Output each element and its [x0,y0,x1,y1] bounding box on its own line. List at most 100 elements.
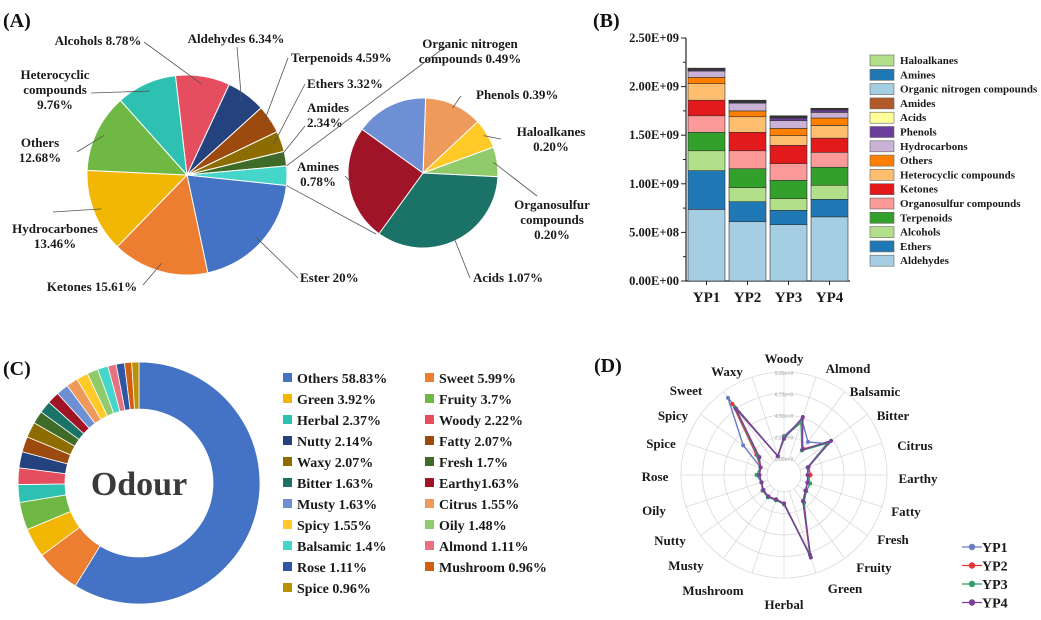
donut-legend-swatch-bitter [283,478,292,487]
leader-line-ketones [142,263,162,286]
donut-slice-others [74,361,261,605]
bar-segment-hydrocarbons-yp2 [728,102,767,112]
bar-segment-aldehydes-yp4 [810,216,849,282]
radar-point-yp4 [757,473,762,477]
panel-c-label: (C) [3,358,31,380]
pie-a2-label-phenols: Phenols 0.39% [476,87,558,102]
radar-spoke [685,479,768,508]
pie-a-label-terpenoids: Terpenoids 4.59% [291,50,392,65]
donut-legend-swatch-spicy [283,520,292,529]
leader-line-ethers [273,83,306,145]
legend-label-acids: Acids [900,112,927,124]
radar-axis-label-rose: Rose [642,469,669,484]
radar-point-yp4 [805,473,810,477]
legend-label-alcohols: Alcohols [900,227,941,239]
pie-a-label-hydrocarbones-line: Hydrocarbones [12,221,98,236]
pie-a-slice-other-expanded [186,165,288,187]
legend-swatch-heterocyclic-compounds [869,169,895,181]
bar-segment-hydrocarbons-yp3 [769,120,808,129]
radar-spoke [723,488,775,559]
donut-legend-swatch-waxy [283,457,292,466]
radar-legend-marker-yp3 [968,580,976,588]
radar-point-yp4 [808,555,813,560]
legend-label-amides: Amides [900,98,936,110]
legend-label-heterocyclic-compounds: Heterocyclic compounds [900,169,1016,181]
panel-d-radar: Woody Almond Balsamic Bitter Citrus Earthy Fat… [642,351,1008,612]
bar-segment-ethers-yp2 [728,201,767,223]
leader-line-acids [453,237,471,279]
radar-point-yp4 [775,454,780,459]
bar-segment-ketones-yp2 [728,131,767,152]
donut-legend-label-mushroom: Mushroom 0.96% [439,561,547,576]
radar-point-yp4 [828,438,833,443]
y-tick-label: 2.00E+09 [629,80,679,94]
donut-legend-swatch-fresh [425,457,434,466]
radar-point-yp1 [741,443,746,448]
bar-segment-alcohols-yp4 [810,184,849,200]
y-tick-label: 1.50E+09 [629,128,679,142]
radar-point-yp4 [800,415,805,420]
bar-segment-haloalkanes-yp4 [810,107,849,110]
bar-segment-heterocyclic-compounds-yp2 [728,116,767,133]
pie-a2-label-acids-line: Acids 1.07% [473,270,543,285]
radar-spoke [793,488,845,559]
radar-spoke [685,442,768,471]
radar-axis-label-waxy: Waxy [711,364,743,379]
x-tick-label: YP3 [775,290,803,306]
y-tick-label: 1.00E+09 [629,177,679,191]
leader-line-haloalkanes [483,135,502,140]
donut-legend-swatch-sweet [425,373,434,382]
donut-legend-label-earthy: Earthy1.63% [439,477,520,492]
panel-a-bar-of-pie: Ester 20% Ketones 15.61% Hydrocarbones 13.4… [12,31,590,294]
donut-legend-swatch-spice [283,583,292,592]
pie-a-label-alcohols: Alcohols 8.78% [55,33,142,48]
panel-b-stacked-bar: 0.00E+00 5.00E+08 1.00E+09 1.50E+09 2.00E+09… [629,31,1038,306]
pie-a-label-amides-line: 2.34% [307,115,343,130]
pie-a2-label-haloalkanes: Haloalkanes 0.20% [517,124,586,154]
radar-tick-label: 0.00e+0 [775,457,793,463]
donut-legend-swatch-mushroom [425,562,434,571]
legend-swatch-aldehydes [869,254,895,267]
bar-segment-organosulfur-compounds-yp1 [687,115,726,133]
legend-swatch-haloalkanes [869,54,895,67]
donut-legend-label-rose: Rose 1.11% [297,561,367,576]
radar-spoke [797,484,868,536]
donut-slice-spice [131,361,140,410]
pie-a2-label-amines: Amines 0.78% [297,159,339,189]
radar-axis-label-mushroom: Mushroom [682,583,743,598]
bar-segment-hydrocarbons-yp4 [810,112,849,119]
donut-legend-swatch-woody [425,415,434,424]
donut-legend-label-bitter: Bitter 1.63% [297,477,374,492]
legend-swatch-phenols [869,126,895,138]
bar-segment-others-yp1 [687,77,726,84]
radar-point-yp4 [761,488,766,493]
bar-segment-ethers-yp1 [687,170,726,210]
donut-legend-label-balsamic: Balsamic 1.4% [297,540,386,555]
legend-label-organic-nitrogen-compounds: Organic nitrogen compounds [900,84,1038,96]
radar-point-yp4 [758,465,763,470]
pie-a2-label-organic-nitrogen-compounds-line: compounds 0.49% [419,51,522,66]
leader-line-amines [344,175,353,185]
radar-spoke [751,491,780,574]
radar-axis-label-sweet: Sweet [670,383,703,398]
legend-swatch-alcohols [869,226,895,238]
donut-legend-label-sweet: Sweet 5.99% [439,372,516,387]
legend-label-haloalkanes: Haloalkanes [900,55,959,67]
donut-legend-label-spicy: Spicy 1.55% [297,519,372,534]
legend-label-ethers: Ethers [900,241,932,253]
donut-legend-swatch-almond [425,541,434,550]
leader-line-aldehydes [236,46,243,102]
pie-a2-label-organosulfur-compounds-line: compounds [520,212,584,227]
radar-tick-label: 6.75e+0 [775,393,793,399]
bar-segment-organosulfur-compounds-yp2 [728,150,767,170]
donut-legend-swatch-earthy [425,478,434,487]
bar-segment-ketones-yp4 [810,137,849,153]
legend-swatch-acids [869,111,895,124]
pie-a-label-ketones: Ketones 15.61% [47,279,137,294]
bar-segment-organosulfur-compounds-yp3 [769,163,808,181]
donut-legend-swatch-nutty [283,436,292,445]
pie-a2-label-acids: Acids 1.07% [473,270,543,285]
pie-a-label-hydrocarbones: Hydrocarbones 13.46% [12,221,98,251]
legend-swatch-amines [869,69,895,81]
